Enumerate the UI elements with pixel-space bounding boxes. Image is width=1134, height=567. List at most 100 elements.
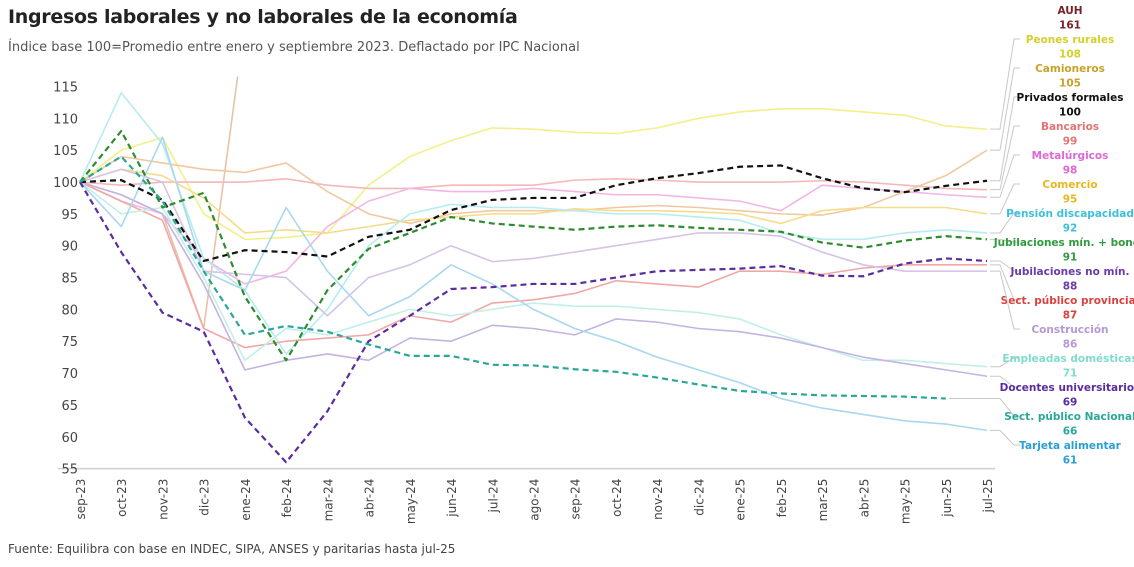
series-line-jubilaciones-no-m-n- bbox=[79, 181, 988, 464]
y-tick-label: 100 bbox=[53, 176, 78, 191]
series-label: Sect. público provincial bbox=[1001, 295, 1134, 307]
x-tick-label: ago-24 bbox=[528, 479, 542, 521]
series-line-comercio bbox=[79, 168, 988, 234]
x-tick-label: jun-24 bbox=[445, 479, 459, 518]
series-line-jubilaciones-m-n-bonos bbox=[79, 129, 988, 362]
series-label: Bancarios bbox=[1041, 121, 1099, 133]
series-end-value: 86 bbox=[1063, 339, 1078, 351]
x-tick-label: dic-24 bbox=[692, 479, 706, 516]
y-tick-label: 95 bbox=[61, 208, 78, 223]
series-end-value: 99 bbox=[1063, 136, 1078, 148]
series-line-peones-rurales bbox=[79, 107, 988, 241]
series-label: AUH bbox=[1057, 5, 1082, 17]
x-tick-label: sep-24 bbox=[569, 479, 583, 520]
x-tick-label: abr-25 bbox=[857, 479, 871, 518]
series-label: Empleadas domésticas bbox=[1002, 353, 1134, 365]
x-tick-label: may-24 bbox=[404, 479, 418, 525]
series-label: Jubilaciones no mín. bbox=[1009, 266, 1129, 278]
x-tick-label: feb-24 bbox=[280, 479, 294, 518]
series-label: Docentes universitarios bbox=[1000, 382, 1134, 394]
x-tick-label: mar-24 bbox=[321, 479, 335, 522]
series-end-value: 61 bbox=[1063, 455, 1078, 467]
x-tick-label: nov-23 bbox=[156, 479, 170, 520]
series-end-value: 87 bbox=[1063, 310, 1078, 322]
chart-subtitle: Índice base 100=Promedio entre enero y s… bbox=[8, 40, 580, 55]
y-tick-label: 80 bbox=[61, 303, 78, 318]
x-tick-label: oct-23 bbox=[115, 479, 129, 517]
x-tick-label: ene-25 bbox=[734, 479, 748, 521]
x-tick-label: abr-24 bbox=[363, 479, 377, 518]
series-line-docentes-universitarios bbox=[79, 181, 988, 378]
connector-line bbox=[990, 260, 1020, 272]
series-line-auh bbox=[79, 76, 239, 330]
y-tick-label: 85 bbox=[61, 272, 78, 287]
connector-line bbox=[990, 154, 1020, 198]
series-label: Camioneros bbox=[1035, 63, 1105, 75]
connector-line bbox=[948, 398, 1020, 417]
connector-line bbox=[990, 183, 1020, 215]
connector-line bbox=[990, 67, 1020, 151]
series-end-value: 69 bbox=[1063, 397, 1078, 409]
connector-line bbox=[990, 96, 1020, 182]
x-tick-label: mar-25 bbox=[816, 479, 830, 522]
series-line-camioneros bbox=[79, 149, 988, 225]
series-end-value: 100 bbox=[1059, 107, 1081, 119]
y-tick-label: 110 bbox=[53, 112, 78, 127]
series-label: Pensión discapacidad bbox=[1006, 208, 1134, 220]
y-tick-label: 65 bbox=[61, 399, 78, 414]
connector-line bbox=[990, 212, 1020, 234]
series-end-value: 108 bbox=[1059, 49, 1081, 61]
chart-title: Ingresos laborales y no laborales de la … bbox=[8, 6, 518, 28]
series-end-value: 92 bbox=[1063, 223, 1078, 235]
series-label: Construcción bbox=[1031, 324, 1108, 336]
chart-source: Fuente: Equilibra con base en INDEC, SIP… bbox=[8, 542, 456, 556]
x-tick-label: jun-25 bbox=[940, 479, 954, 518]
y-tick-label: 75 bbox=[61, 335, 78, 350]
series-end-value: 98 bbox=[1063, 165, 1078, 177]
series-line-sect-p-blico-nacional bbox=[79, 155, 946, 400]
series-group bbox=[79, 76, 988, 464]
connector-line bbox=[990, 125, 1020, 191]
x-tick-label: sep-23 bbox=[74, 479, 88, 520]
series-label: Peones rurales bbox=[1026, 34, 1114, 46]
x-tick-label: jul-24 bbox=[486, 479, 500, 514]
y-tick-label: 60 bbox=[61, 431, 78, 446]
connector-line bbox=[990, 264, 1020, 301]
x-tick-label: may-25 bbox=[899, 479, 913, 525]
series-end-value: 95 bbox=[1063, 194, 1078, 206]
series-line-construcci-n bbox=[79, 168, 987, 317]
x-tick-label: ene-24 bbox=[239, 479, 253, 521]
series-end-value: 105 bbox=[1059, 78, 1081, 90]
y-tick-label: 115 bbox=[53, 81, 78, 96]
series-end-value: 71 bbox=[1063, 368, 1078, 380]
connector-line bbox=[990, 429, 1020, 446]
series-label: Comercio bbox=[1042, 179, 1097, 191]
series-line-privados-formales bbox=[79, 164, 988, 263]
series-label: Tarjeta alimentar bbox=[1019, 440, 1121, 452]
series-label: Sect. público Nacional bbox=[1004, 411, 1134, 423]
x-tick-label: oct-24 bbox=[610, 479, 624, 517]
y-tick-label: 105 bbox=[53, 144, 78, 159]
series-end-value: 161 bbox=[1059, 20, 1081, 32]
series-line-pensi-n-discapacidad bbox=[79, 92, 988, 355]
series-end-value: 91 bbox=[1063, 252, 1078, 264]
y-tick-label: 90 bbox=[61, 240, 78, 255]
series-label: Jubilaciones mín. + bonos bbox=[993, 237, 1134, 249]
connector-line bbox=[990, 238, 1020, 243]
series-line-tarjeta-alimentar bbox=[79, 136, 988, 432]
y-tick-label: 70 bbox=[61, 367, 78, 382]
connector-line bbox=[990, 357, 1020, 368]
series-line-metal-rgicos bbox=[79, 181, 988, 285]
x-tick-label: jul-25 bbox=[981, 479, 995, 514]
connector-line bbox=[990, 375, 1020, 388]
y-tick-label: 55 bbox=[61, 463, 78, 478]
x-tick-label: dic-23 bbox=[198, 479, 212, 516]
series-label: Metalúrgicos bbox=[1032, 150, 1109, 162]
x-tick-label: feb-25 bbox=[775, 479, 789, 518]
series-end-value: 88 bbox=[1063, 281, 1078, 293]
connector-line bbox=[990, 270, 1020, 330]
series-label: Privados formales bbox=[1017, 92, 1124, 104]
series-end-value: 66 bbox=[1063, 426, 1078, 438]
connector-line bbox=[990, 38, 1020, 130]
